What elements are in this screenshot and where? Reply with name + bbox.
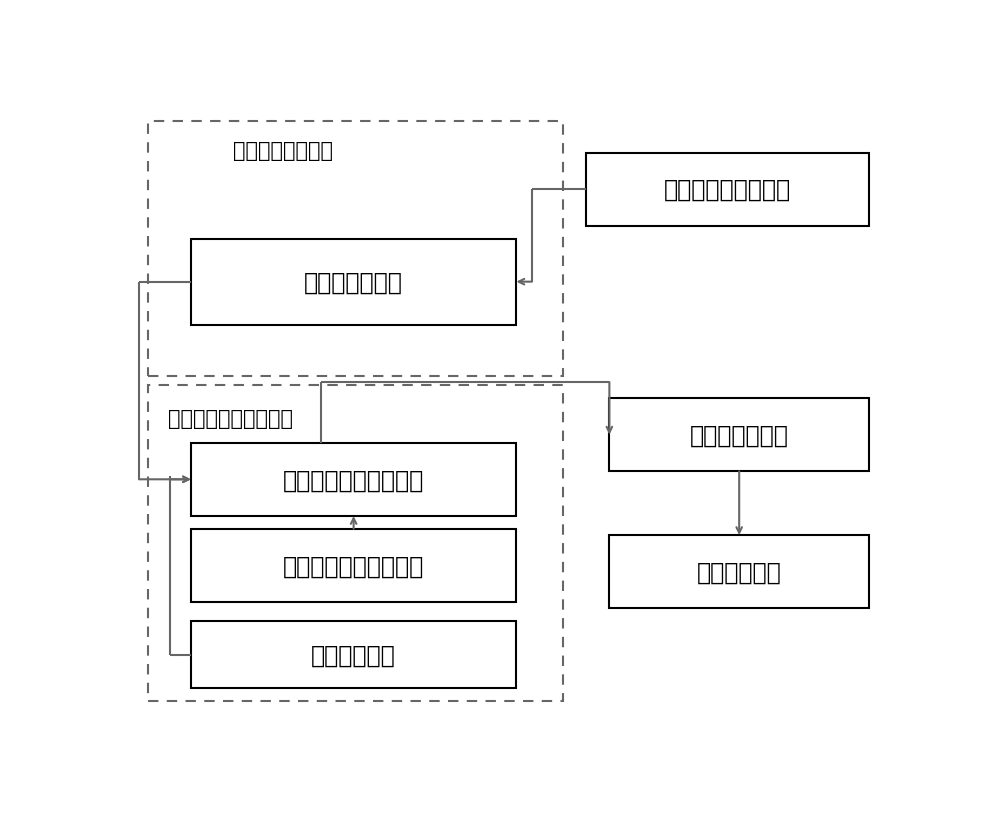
Bar xyxy=(586,153,869,227)
Text: 图获取及预处理单元: 图获取及预处理单元 xyxy=(664,178,791,202)
Text: 肝血管增强模块: 肝血管增强模块 xyxy=(304,270,403,294)
Text: 门静脉中心线提取单元: 门静脉中心线提取单元 xyxy=(168,408,293,428)
Bar xyxy=(148,385,563,701)
Text: 肝血管分割单元: 肝血管分割单元 xyxy=(690,423,789,447)
Bar xyxy=(609,535,869,609)
Text: 数据存储单元: 数据存储单元 xyxy=(697,560,782,584)
Text: 血管图像增强单元: 血管图像增强单元 xyxy=(234,141,334,160)
Bar xyxy=(609,399,869,471)
Bar xyxy=(191,443,516,516)
Bar xyxy=(191,529,516,602)
Bar xyxy=(148,122,563,376)
Text: 门静脉区域粗分割模块: 门静脉区域粗分割模块 xyxy=(283,468,424,492)
Bar xyxy=(191,621,516,688)
Text: 门静脉中心线提取模块: 门静脉中心线提取模块 xyxy=(283,554,424,578)
Bar xyxy=(191,239,516,325)
Text: 优化验证模块: 优化验证模块 xyxy=(311,643,396,667)
